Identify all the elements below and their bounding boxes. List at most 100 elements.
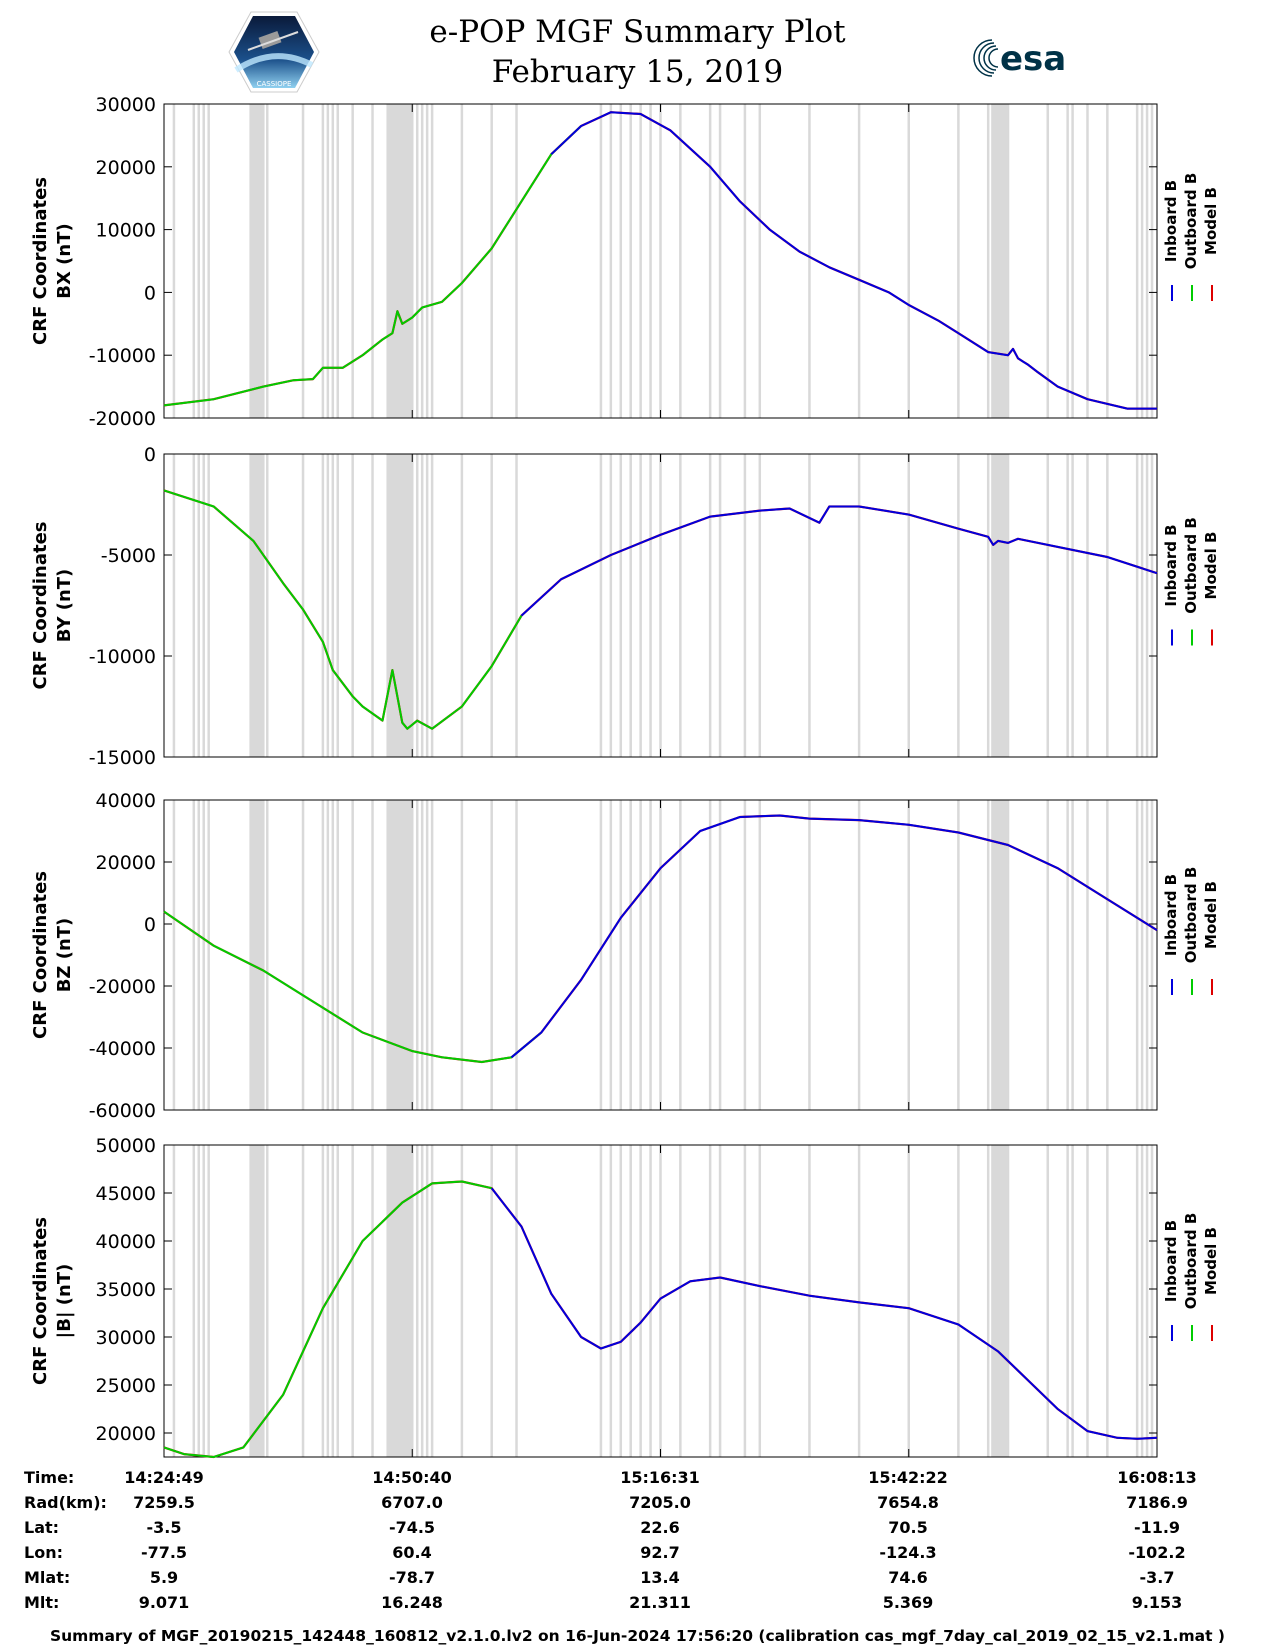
plot-title: e-POP MGF Summary Plot <box>429 14 846 50</box>
y-axis-label: CRF Coordinates <box>30 871 51 1039</box>
data-gap-block <box>249 454 264 757</box>
data-gap-block <box>249 1145 264 1457</box>
y-tick-label: 45000 <box>96 1183 156 1205</box>
footer-value: 5.9 <box>149 1568 179 1587</box>
footer-value: 13.4 <box>640 1568 680 1587</box>
inboard-b-line <box>510 814 1158 1059</box>
y-tick-label: 20000 <box>96 157 156 179</box>
y-axis-label-units: |B| (nT) <box>54 1264 75 1339</box>
y-tick-label: -10000 <box>89 646 156 668</box>
data-gap-block <box>386 1145 413 1457</box>
y-tick-label: 30000 <box>96 94 156 116</box>
footer-row-label: Time: <box>24 1468 75 1487</box>
y-tick-label: 20000 <box>96 852 156 874</box>
y-tick-label: 35000 <box>96 1279 156 1301</box>
footer-value: 74.6 <box>888 1568 928 1587</box>
inboard-b-line <box>550 111 1157 410</box>
legend-label: Model B <box>1202 532 1220 600</box>
y-tick-label: 0 <box>144 444 156 466</box>
data-gap-block <box>991 104 1009 418</box>
footer-value: -102.2 <box>1128 1543 1186 1562</box>
inboard-b-line <box>520 505 1158 617</box>
legend-label: Inboard B <box>1162 1220 1180 1302</box>
y-tick-label: 0 <box>144 282 156 304</box>
y-tick-label: 30000 <box>96 1327 156 1349</box>
outboard-b-line <box>163 1180 492 1458</box>
footer-value: -124.3 <box>879 1543 937 1562</box>
data-gap-block <box>249 104 264 418</box>
x-tick-label: 15:16:31 <box>620 1468 700 1487</box>
footer-value: 7259.5 <box>133 1493 195 1512</box>
footer-value: -3.5 <box>146 1518 182 1537</box>
svg-text:CASSIOPE: CASSIOPE <box>257 80 292 88</box>
panel-1: 30000 20000 10000 0 -10000 -20000 CRF Coordina… <box>30 94 1220 430</box>
y-axis-label: CRF Coordinates <box>30 1217 51 1385</box>
legend-label: Model B <box>1202 1227 1220 1295</box>
legend-label: Outboard B <box>1182 173 1200 270</box>
legend-label: Inboard B <box>1162 524 1180 606</box>
footer-value: 9.153 <box>1131 1593 1183 1612</box>
footer-value: 16.248 <box>381 1593 443 1612</box>
inboard-b-line <box>490 1187 1158 1440</box>
panel-2: 0 -5000 -10000 -15000 CRF Coordinates BY (nT)… <box>30 444 1220 769</box>
y-tick-label: -40000 <box>89 1038 156 1060</box>
plot-date: February 15, 2019 <box>491 54 784 90</box>
panel-3: 40000 20000 0 -20000 -40000 -60000 CRF Coordin… <box>30 790 1220 1122</box>
footer-value: 7186.9 <box>1126 1493 1188 1512</box>
footer-row-label: Lat: <box>24 1518 60 1537</box>
data-gap-block <box>386 104 413 418</box>
y-axis-label-units: BX (nT) <box>54 223 75 298</box>
legend-label: Outboard B <box>1182 867 1200 964</box>
legend-label: Model B <box>1202 187 1220 255</box>
data-gap-block <box>386 800 413 1110</box>
footer-value: -11.9 <box>1133 1518 1181 1537</box>
footer-value: -78.7 <box>388 1568 436 1587</box>
y-tick-label: 40000 <box>96 1231 156 1253</box>
file-footnote: Summary of MGF_20190215_142448_160812_v2… <box>49 1627 1226 1645</box>
footer-row-label: Mlt: <box>24 1593 60 1612</box>
footer-value: -3.7 <box>1139 1568 1175 1587</box>
legend-label: Model B <box>1202 881 1220 949</box>
footer-row-label: Lon: <box>24 1543 63 1562</box>
footer-value: 92.7 <box>640 1543 680 1562</box>
footer-value: 7205.0 <box>629 1493 691 1512</box>
footer-value: 7654.8 <box>877 1493 939 1512</box>
y-tick-label: -60000 <box>89 1100 156 1122</box>
footer-value: 60.4 <box>392 1543 432 1562</box>
legend-label: Outboard B <box>1182 517 1200 614</box>
data-gap-block <box>249 800 264 1110</box>
y-tick-label: 25000 <box>96 1375 156 1397</box>
footer-value: 70.5 <box>888 1518 928 1537</box>
footer-value: 5.369 <box>882 1593 934 1612</box>
footer-value: -74.5 <box>388 1518 436 1537</box>
x-tick-label: 14:50:40 <box>372 1468 452 1487</box>
y-axis-label-units: BY (nT) <box>54 569 75 643</box>
footer-value: 21.311 <box>629 1593 691 1612</box>
legend-label: Inboard B <box>1162 180 1180 262</box>
footer-row-label: Mlat: <box>24 1568 71 1587</box>
cassiope-logo: CASSIOPE <box>228 11 320 93</box>
footer-row-label: Rad(km): <box>24 1493 107 1512</box>
y-tick-label: -20000 <box>89 408 156 430</box>
data-gap-block <box>991 1145 1009 1457</box>
panel-4: 50000 45000 40000 35000 30000 25000 20000 CRF C… <box>30 1135 1220 1459</box>
y-axis-label-units: BZ (nT) <box>54 918 75 993</box>
data-gap-block <box>991 454 1009 757</box>
y-axis-label: CRF Coordinates <box>30 177 51 345</box>
x-tick-label: 16:08:13 <box>1117 1468 1197 1487</box>
y-tick-label: -5000 <box>101 545 156 567</box>
footer-value: 9.071 <box>138 1593 190 1612</box>
y-tick-label: 10000 <box>96 220 156 242</box>
legend-label: Inboard B <box>1162 874 1180 956</box>
y-tick-label: 40000 <box>96 790 156 812</box>
esa-logo: esa <box>973 39 1066 79</box>
y-axis-label: CRF Coordinates <box>30 522 51 690</box>
y-tick-label: 0 <box>144 914 156 936</box>
y-tick-label: 20000 <box>96 1423 156 1445</box>
y-tick-label: -10000 <box>89 345 156 367</box>
outboard-b-line <box>163 910 542 1063</box>
data-gap-block <box>991 800 1009 1110</box>
svg-text:esa: esa <box>1000 39 1066 79</box>
y-tick-label: -15000 <box>89 747 156 769</box>
